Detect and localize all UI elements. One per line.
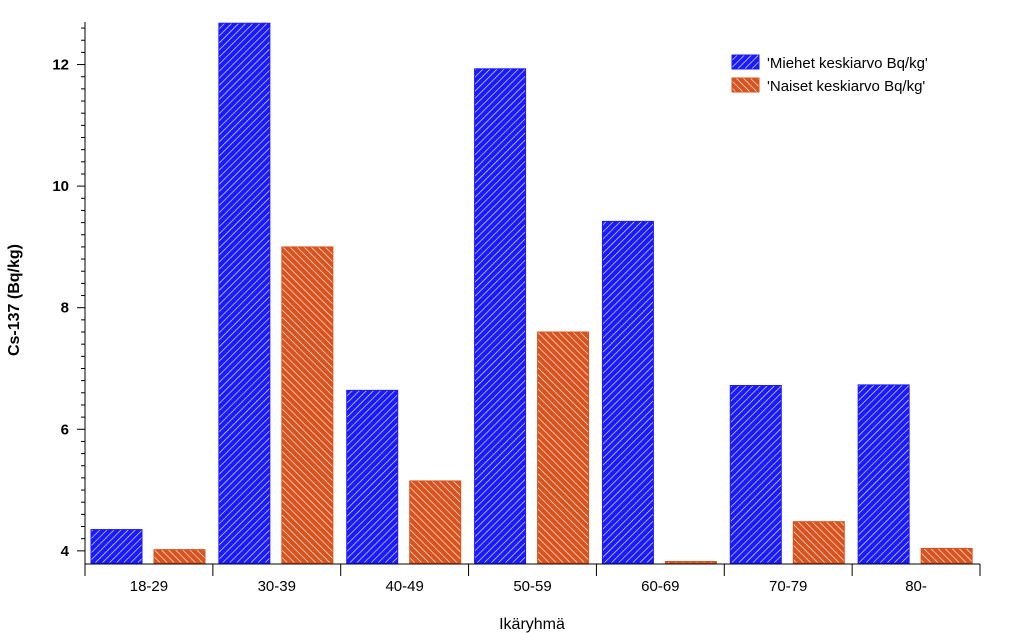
x-axis-title: Ikäryhmä <box>499 616 565 633</box>
bar-naiset-18-29 <box>153 549 206 564</box>
bar-naiset-60-69 <box>664 561 717 564</box>
x-tick-label: 40-49 <box>385 578 423 595</box>
legend-label-miehet: 'Miehet keskiarvo Bq/kg' <box>767 55 928 72</box>
y-tick-label: 10 <box>52 178 69 195</box>
bar-miehet-30-39 <box>218 22 271 564</box>
bar-naiset-50-59 <box>537 331 590 564</box>
bars-group <box>90 22 973 564</box>
x-tick-label: 30-39 <box>258 578 296 595</box>
bar-miehet-18-29 <box>90 529 143 564</box>
x-tick-label: 18-29 <box>130 578 168 595</box>
legend-label-naiset: 'Naiset keskiarvo Bq/kg' <box>767 78 925 95</box>
x-tick-label: 80- <box>905 578 927 595</box>
x-tick-label: 70-79 <box>769 578 807 595</box>
bar-miehet-70-79 <box>729 385 782 564</box>
y-tick-label: 6 <box>61 421 69 438</box>
y-tick-label: 4 <box>61 543 70 560</box>
axes-group: 4 6 8 10 12 18-29 30-39 40-49 50-59 60-69 70-79 80- <box>52 22 981 595</box>
bar-miehet-80- <box>857 384 910 564</box>
legend-swatch-naiset <box>731 77 760 93</box>
y-tick-label: 12 <box>52 57 69 74</box>
bar-miehet-50-59 <box>474 68 527 564</box>
legend: 'Miehet keskiarvo Bq/kg' 'Naiset keskiarv… <box>731 54 928 95</box>
bar-naiset-40-49 <box>409 480 462 564</box>
x-tick-label: 50-59 <box>513 578 551 595</box>
y-tick-label: 8 <box>61 300 69 317</box>
bar-miehet-60-69 <box>601 220 654 564</box>
x-tick-label: 60-69 <box>641 578 679 595</box>
bar-miehet-40-49 <box>346 389 399 564</box>
bar-naiset-80- <box>920 547 973 564</box>
bar-naiset-70-79 <box>792 521 845 564</box>
bar-naiset-30-39 <box>281 246 334 564</box>
y-axis-title: Cs-137 (Bq/kg) <box>6 244 23 356</box>
legend-swatch-miehet <box>731 54 760 70</box>
